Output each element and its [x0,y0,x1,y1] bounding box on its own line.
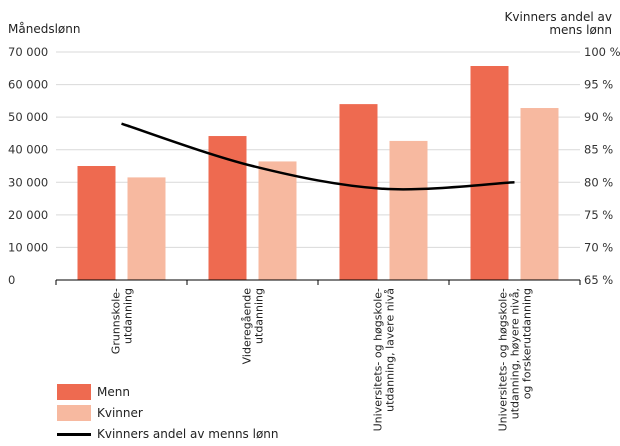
ratio-line-path [121,122,515,191]
legend-item-menn: Menn [57,382,279,402]
bars [77,66,559,281]
category-labels: Grunnskole-utdanning Videregåendeutdannin… [110,288,534,432]
legend-swatch-menn [57,384,91,400]
category-label: Videregåendeutdanning [241,288,266,365]
right-tick-label: 65 % [584,273,613,287]
bar-menn [470,66,509,281]
bar-kvinner [520,108,559,280]
left-tick-label: 60 000 [8,78,48,92]
right-axis-title: mens lønn [549,23,612,37]
axes: 0 10 000 20 000 30 000 40 000 50 000 60 000 70 … [8,10,620,287]
right-tick-label: 100 % [584,45,620,59]
bar-kvinner [127,177,166,280]
category-label: Grunnskole-utdanning [110,288,135,354]
left-tick-label: 30 000 [8,175,48,189]
legend: Menn Kvinner Kvinners andel av menns løn… [57,382,279,445]
bar-menn [339,104,378,280]
legend-swatch-kvinner [57,405,91,421]
bar-menn [77,166,116,280]
right-tick-label: 85 % [584,143,613,157]
right-tick-label: 80 % [584,175,613,189]
right-tick-label: 90 % [584,110,613,124]
left-axis-title: Månedslønn [8,22,80,36]
ratio-line [121,122,515,191]
legend-label-ratio: Kvinners andel av menns lønn [97,427,279,441]
bar-menn [208,136,247,280]
legend-label-kvinner: Kvinner [97,406,143,420]
legend-label-menn: Menn [97,385,130,399]
right-axis-title: Kvinners andel av [505,10,612,24]
left-tick-label: 0 [8,273,15,287]
legend-item-ratio: Kvinners andel av menns lønn [57,424,279,444]
left-tick-label: 40 000 [8,143,48,157]
bar-kvinner [389,140,428,280]
left-tick-label: 20 000 [8,208,48,222]
left-tick-label: 10 000 [8,240,48,254]
left-tick-label: 70 000 [8,45,48,59]
bar-kvinner [258,161,297,280]
right-tick-label: 75 % [584,208,613,222]
left-tick-label: 50 000 [8,110,48,124]
category-label: Universitets- og høgskole-utdanning, høy… [497,288,534,431]
legend-item-kvinner: Kvinner [57,403,279,423]
right-tick-label: 70 % [584,240,613,254]
category-label: Universitets- og høgskole-utdanning, lav… [372,288,397,431]
legend-swatch-ratio [57,432,91,436]
right-tick-label: 95 % [584,78,613,92]
